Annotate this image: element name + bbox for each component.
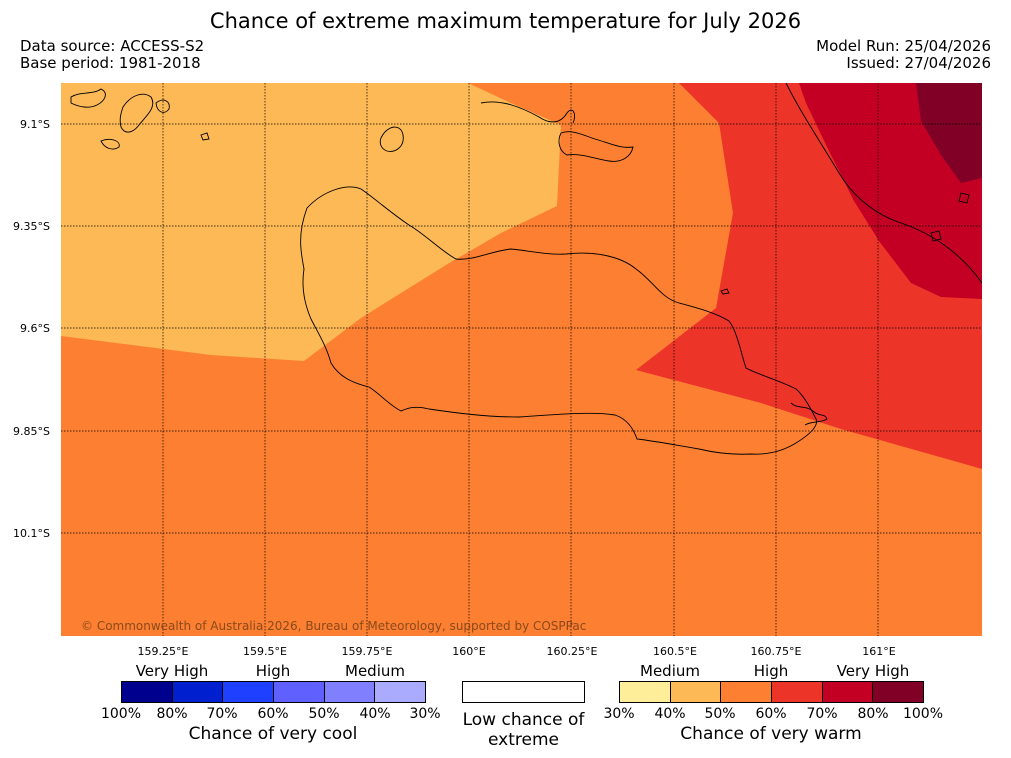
x-tick-label: 161°E [862, 645, 896, 658]
data-source: Data source: ACCESS-S2 [20, 37, 205, 55]
x-tick-label: 160.25°E [546, 645, 598, 658]
x-tick-label: 159.5°E [243, 645, 287, 658]
coastline [70, 83, 982, 455]
warm-percent-label: 30% [603, 706, 635, 722]
cool-percent-label: 50% [308, 706, 340, 722]
warm-swatch [620, 682, 671, 702]
cool-percent-label: 100% [100, 706, 142, 722]
warm-band-high: High [753, 662, 789, 680]
y-tick-label: 9.6°S [20, 322, 50, 335]
cool-percent-label: 30% [409, 706, 441, 722]
warm-band-very-high: Very High [836, 662, 910, 680]
issued-date: Issued: 27/04/2026 [846, 54, 991, 72]
x-tick-label: 160°E [452, 645, 486, 658]
data-info: Data source: ACCESS-S2 Base period: 1981… [20, 38, 204, 72]
warm-swatch [822, 682, 874, 702]
cool-swatch [223, 682, 275, 702]
y-tick-label: 9.1°S [20, 118, 50, 131]
cool-band-very-high: Very High [135, 662, 209, 680]
cool-percent-label: 40% [359, 706, 391, 722]
warm-percent-label: 50% [704, 706, 736, 722]
low-chance-swatch [462, 681, 585, 703]
region-medium-40-50 [61, 83, 561, 361]
forecast-map [61, 83, 982, 636]
cool-percent-label: 70% [206, 706, 238, 722]
warm-percent-label: 80% [857, 706, 889, 722]
cool-swatch [324, 682, 376, 702]
copyright-notice: © Commonwealth of Australia 2026, Bureau… [81, 619, 587, 633]
cool-caption: Chance of very cool [188, 724, 358, 744]
run-info: Model Run: 25/04/2026 Issued: 27/04/2026 [816, 38, 991, 72]
cool-swatch [375, 682, 426, 702]
warm-swatch [873, 682, 924, 702]
model-run: Model Run: 25/04/2026 [816, 37, 991, 55]
warm-swatch [772, 682, 823, 702]
y-tick-label: 10.1°S [13, 527, 50, 540]
cool-swatch [172, 682, 224, 702]
base-period: Base period: 1981-2018 [20, 54, 201, 72]
warm-band-medium: Medium [640, 662, 700, 680]
cool-band-high: High [255, 662, 291, 680]
warm-percent-label: 40% [654, 706, 686, 722]
warm-caption: Chance of very warm [680, 724, 862, 744]
cool-percent-label: 60% [257, 706, 289, 722]
warm-swatch [721, 682, 773, 702]
cool-percent-label: 80% [156, 706, 188, 722]
x-tick-label: 160.75°E [750, 645, 802, 658]
region-very-high-80-100 [916, 83, 982, 183]
chart-title: Chance of extreme maximum temperature fo… [209, 9, 802, 33]
graticule [61, 83, 982, 636]
warm-percent-label: 60% [755, 706, 787, 722]
x-tick-label: 160.5°E [653, 645, 697, 658]
cool-swatch [274, 682, 325, 702]
x-tick-label: 159.25°E [137, 645, 189, 658]
warm-percent-label: 70% [806, 706, 838, 722]
cool-colorbar [121, 681, 426, 703]
warm-colorbar [619, 681, 924, 703]
y-tick-label: 9.85°S [13, 425, 50, 438]
warm-swatch [670, 682, 722, 702]
y-tick-label: 9.35°S [13, 220, 50, 233]
cool-band-medium: Medium [345, 662, 405, 680]
x-tick-label: 159.75°E [341, 645, 393, 658]
low-chance-caption: Low chance of extreme [462, 710, 585, 750]
cool-swatch [122, 682, 173, 702]
warm-percent-label: 100% [902, 706, 944, 722]
